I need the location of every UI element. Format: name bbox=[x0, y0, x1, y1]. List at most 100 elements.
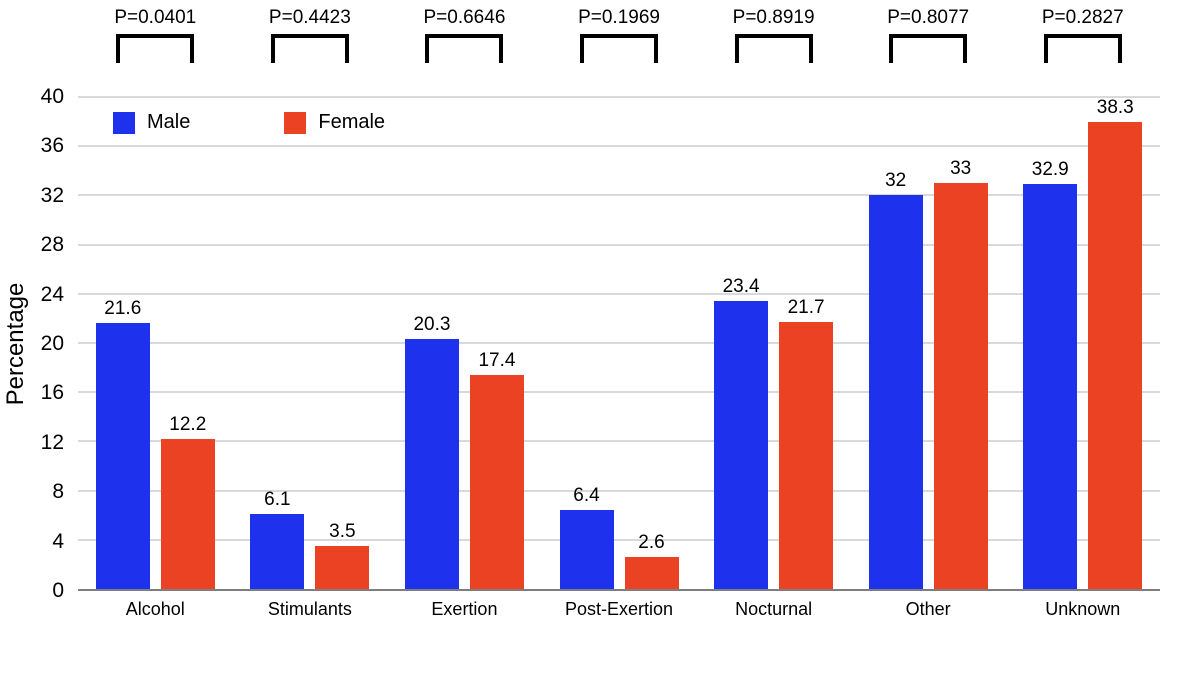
barwrap-male-post-exertion: 6.4 bbox=[559, 97, 614, 589]
bar-group-other: 32 33 bbox=[851, 97, 1006, 589]
gridline bbox=[78, 243, 1160, 246]
bar-female-unknown bbox=[1088, 122, 1143, 589]
bar-value-label: 38.3 bbox=[1096, 97, 1134, 118]
bar-value-label: 21.6 bbox=[104, 298, 142, 320]
p-value-label: P=0.8919 bbox=[732, 7, 815, 28]
barwrap-female-exertion: 17.4 bbox=[469, 97, 524, 589]
bar-value-label: 33 bbox=[950, 158, 972, 180]
p-value-column-stimulants: P=0.4423 bbox=[233, 6, 388, 70]
p-value-column-alcohol: P=0.0401 bbox=[78, 6, 233, 70]
barwrap-male-nocturnal: 23.4 bbox=[714, 97, 769, 589]
comparison-bracket bbox=[425, 34, 504, 63]
bar-male-exertion bbox=[404, 339, 459, 589]
bar-female-nocturnal bbox=[779, 322, 834, 589]
x-label-stimulants: Stimulants bbox=[267, 599, 352, 619]
plot-area: 21.6 12.2 6.1 3.5 20.3 17.4 6.4 2.6 23.4 21.7 32 33… bbox=[78, 96, 1160, 591]
x-label-other: Other bbox=[905, 599, 951, 619]
bar-group-post-exertion: 6.4 2.6 bbox=[542, 97, 697, 589]
legend-item-male: Male bbox=[113, 111, 190, 134]
p-value-column-unknown: P=0.2827 bbox=[1005, 6, 1160, 70]
p-value-label: P=0.2827 bbox=[1041, 7, 1124, 28]
bar-male-nocturnal bbox=[714, 301, 769, 589]
legend-swatch-male bbox=[113, 111, 135, 134]
comparison-bracket bbox=[580, 34, 659, 63]
bar-value-label: 20.3 bbox=[413, 314, 451, 336]
barwrap-female-alcohol: 12.2 bbox=[160, 97, 215, 589]
y-tick-label: 36 bbox=[40, 134, 64, 158]
bar-value-label: 32.9 bbox=[1031, 159, 1069, 181]
p-value-label: P=0.1969 bbox=[578, 7, 660, 28]
bar-male-alcohol bbox=[95, 323, 150, 589]
barwrap-female-post-exertion: 2.6 bbox=[624, 97, 679, 589]
legend-swatch-female bbox=[284, 111, 307, 134]
gridline bbox=[78, 292, 1160, 295]
y-tick-label: 12 bbox=[40, 430, 64, 454]
legend-label-female: Female bbox=[318, 111, 386, 133]
x-label-post-exertion: Post-Exertion bbox=[565, 599, 674, 619]
bar-groups: 21.6 12.2 6.1 3.5 20.3 17.4 6.4 2.6 23.4 21.7 32 33… bbox=[78, 97, 1160, 589]
x-label-exertion: Exertion bbox=[431, 599, 498, 619]
p-value-column-nocturnal: P=0.8919 bbox=[696, 6, 851, 70]
bar-value-label: 23.4 bbox=[722, 276, 760, 298]
bar-female-post-exertion bbox=[624, 557, 679, 589]
y-tick-label: 24 bbox=[40, 282, 64, 306]
y-tick-label: 40 bbox=[40, 85, 64, 108]
comparison-bracket bbox=[116, 34, 195, 63]
bar-group-alcohol: 21.6 12.2 bbox=[78, 97, 233, 589]
y-tick-label: 16 bbox=[40, 381, 64, 405]
p-value-column-other: P=0.8077 bbox=[851, 6, 1006, 70]
bar-value-label: 6.4 bbox=[573, 485, 600, 507]
bar-male-post-exertion bbox=[559, 510, 614, 589]
barwrap-male-alcohol: 21.6 bbox=[95, 97, 150, 589]
bar-group-stimulants: 6.1 3.5 bbox=[233, 97, 388, 589]
bar-value-label: 6.1 bbox=[264, 488, 291, 510]
y-tick-label: 8 bbox=[52, 480, 64, 504]
gridline bbox=[78, 489, 1160, 492]
comparison-bracket bbox=[734, 34, 813, 63]
bar-male-stimulants bbox=[250, 513, 305, 589]
bar-female-other bbox=[933, 183, 988, 589]
comparison-bracket bbox=[270, 34, 349, 63]
bar-group-exertion: 20.3 17.4 bbox=[387, 97, 542, 589]
bar-male-unknown bbox=[1023, 184, 1078, 589]
y-tick-label: 20 bbox=[40, 332, 64, 355]
bar-value-label: 12.2 bbox=[169, 413, 207, 435]
x-axis-labels: Alcohol Stimulants Exertion Post-Exertion No… bbox=[78, 599, 1160, 620]
barwrap-female-stimulants: 3.5 bbox=[315, 97, 370, 589]
barwrap-female-unknown: 38.3 bbox=[1088, 97, 1143, 589]
bar-value-label: 3.5 bbox=[329, 520, 356, 542]
barwrap-male-stimulants: 6.1 bbox=[250, 97, 305, 589]
p-value-label: P=0.0401 bbox=[114, 7, 197, 28]
barwrap-male-unknown: 32.9 bbox=[1023, 97, 1078, 589]
x-label-alcohol: Alcohol bbox=[125, 599, 185, 619]
x-label-unknown: Unknown bbox=[1045, 599, 1121, 619]
legend: Male Female bbox=[113, 111, 385, 134]
barwrap-male-exertion: 20.3 bbox=[404, 97, 459, 589]
bar-female-alcohol bbox=[160, 438, 215, 589]
comparison-bracket bbox=[1043, 34, 1122, 63]
bar-female-exertion bbox=[469, 374, 524, 589]
legend-label-male: Male bbox=[147, 111, 191, 133]
p-value-row: P=0.0401 P=0.4423 P=0.6646 P=0.1969 P=0.8919… bbox=[78, 6, 1160, 70]
gridline bbox=[78, 96, 1160, 98]
gridline bbox=[78, 145, 1160, 148]
x-label-nocturnal: Nocturnal bbox=[735, 599, 813, 619]
legend-item-female: Female bbox=[284, 111, 385, 134]
comparison-bracket bbox=[889, 34, 968, 63]
gridline bbox=[78, 440, 1160, 443]
barwrap-female-other: 33 bbox=[933, 97, 988, 589]
bar-value-label: 17.4 bbox=[478, 349, 516, 371]
p-value-column-exertion: P=0.6646 bbox=[387, 6, 542, 70]
bar-male-other bbox=[868, 195, 923, 589]
gridline bbox=[78, 342, 1160, 344]
gridline bbox=[78, 538, 1160, 541]
y-tick-label: 32 bbox=[40, 183, 64, 207]
y-tick-label: 4 bbox=[52, 529, 64, 553]
barwrap-male-other: 32 bbox=[868, 97, 923, 589]
bar-value-label: 21.7 bbox=[787, 297, 825, 319]
p-value-label: P=0.6646 bbox=[423, 7, 506, 28]
bar-group-unknown: 32.9 38.3 bbox=[1005, 97, 1160, 589]
bar-value-label: 2.6 bbox=[638, 532, 665, 554]
bar-group-nocturnal: 23.4 21.7 bbox=[696, 97, 851, 589]
